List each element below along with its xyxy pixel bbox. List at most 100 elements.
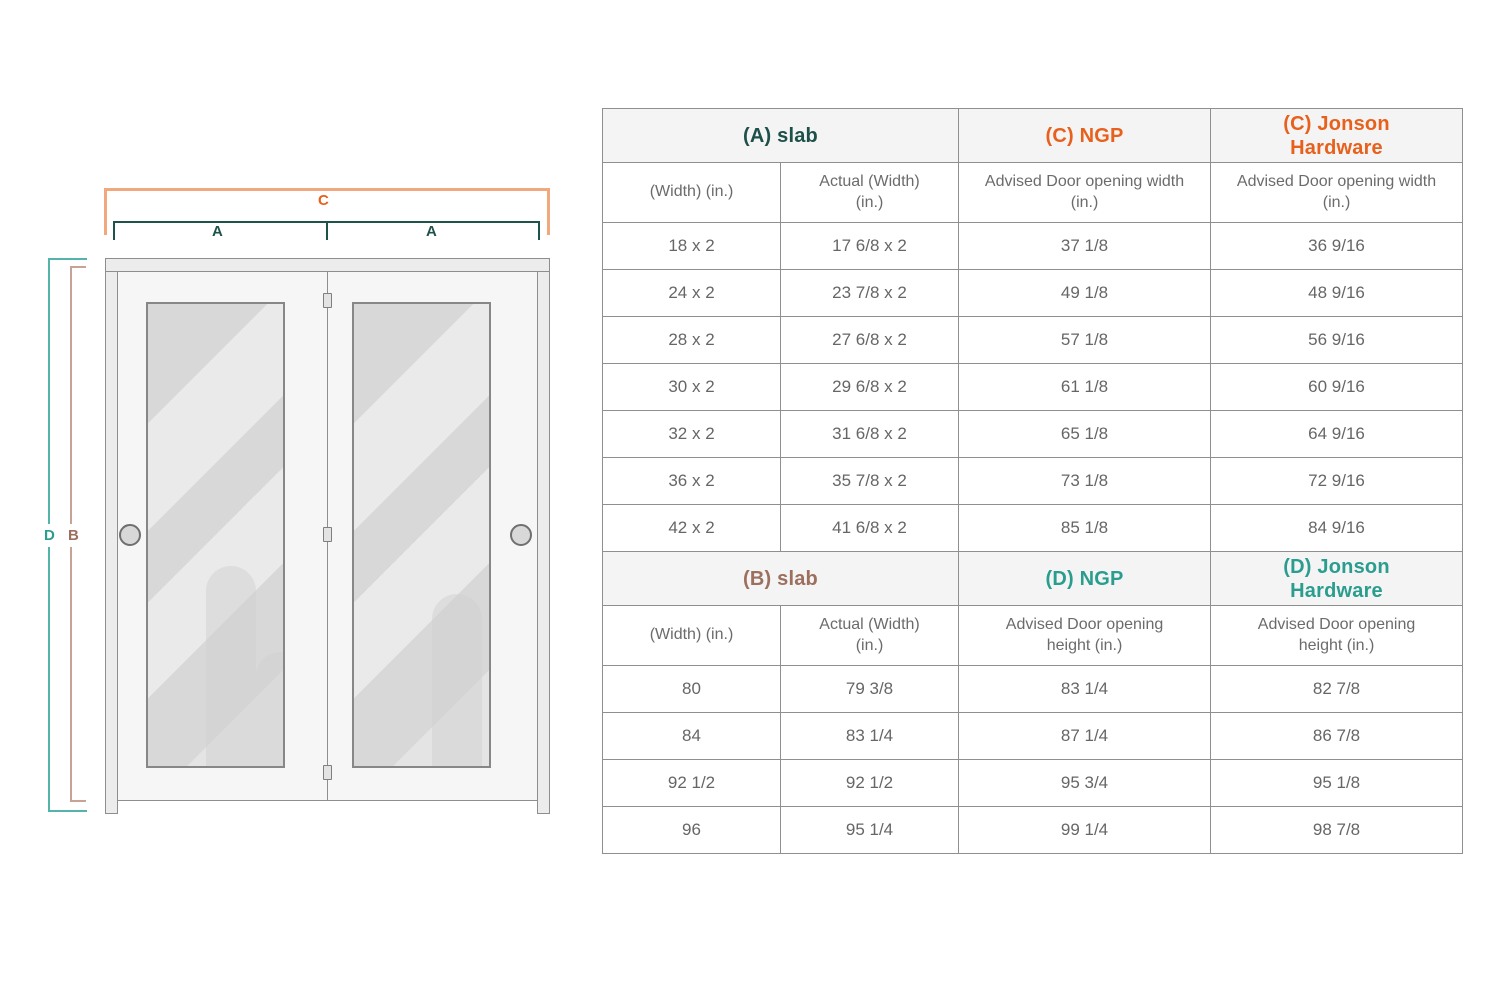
dimension-c-bracket-line bbox=[104, 188, 550, 191]
column-header-cell: (Width) (in.) bbox=[602, 162, 781, 223]
table-row: 80 79 3/8 83 1/4 82 7/8 bbox=[602, 665, 1464, 713]
table-cell: 49 1/8 bbox=[958, 269, 1212, 317]
table-cell: 87 1/4 bbox=[958, 712, 1212, 760]
table-row: 28 x 2 27 6/8 x 2 57 1/8 56 9/16 bbox=[602, 316, 1464, 364]
table-cell: 79 3/8 bbox=[779, 665, 960, 713]
column-header-cell: Actual (Width) (in.) bbox=[779, 605, 960, 666]
table-cell: 96 bbox=[602, 806, 781, 854]
table-cell: 30 x 2 bbox=[602, 363, 781, 411]
size-table-body: (A) slab (C) NGP (C) Jonson Hardware (Width… bbox=[601, 108, 1464, 854]
table-cell: 57 1/8 bbox=[958, 316, 1212, 364]
column-header-cell: (Width) (in.) bbox=[602, 605, 781, 666]
table-cell: 35 7/8 x 2 bbox=[779, 457, 960, 505]
table-row: 42 x 2 41 6/8 x 2 85 1/8 84 9/16 bbox=[602, 504, 1464, 552]
table-cell: 42 x 2 bbox=[602, 504, 781, 552]
glass-reflection-arch bbox=[206, 566, 256, 766]
section-header-cell: (A) slab bbox=[601, 108, 960, 163]
dimension-d-bracket-tick-top bbox=[48, 258, 87, 260]
table-cell: 56 9/16 bbox=[1210, 316, 1464, 364]
column-header-cell: Advised Door opening height (in.) bbox=[958, 605, 1212, 666]
table-cell: 82 7/8 bbox=[1210, 665, 1464, 713]
dimension-label-b: B bbox=[66, 524, 81, 547]
dimension-c-bracket-tick-right bbox=[547, 188, 550, 235]
column-header-row: (Width) (in.) Actual (Width) (in.) Advised… bbox=[602, 162, 1464, 223]
table-cell: 41 6/8 x 2 bbox=[779, 504, 960, 552]
column-header-cell: Actual (Width) (in.) bbox=[779, 162, 960, 223]
section-header-cell: (C) NGP bbox=[958, 108, 1212, 163]
table-cell: 86 7/8 bbox=[1210, 712, 1464, 760]
glass-reflection-arch bbox=[432, 594, 482, 766]
table-cell: 99 1/4 bbox=[958, 806, 1212, 854]
table-cell: 65 1/8 bbox=[958, 410, 1212, 458]
column-header-cell: Advised Door opening width (in.) bbox=[958, 162, 1212, 223]
table-cell: 60 9/16 bbox=[1210, 363, 1464, 411]
table-cell: 73 1/8 bbox=[958, 457, 1212, 505]
table-cell: 92 1/2 bbox=[602, 759, 781, 807]
table-cell: 29 6/8 x 2 bbox=[779, 363, 960, 411]
table-row: 84 83 1/4 87 1/4 86 7/8 bbox=[602, 712, 1464, 760]
table-row: 24 x 2 23 7/8 x 2 49 1/8 48 9/16 bbox=[602, 269, 1464, 317]
dimension-d-bracket-tick-bottom bbox=[48, 810, 87, 812]
left-door-glass-panel bbox=[146, 302, 285, 768]
dimension-a-bracket-tick-right bbox=[538, 221, 540, 240]
dimension-label-a-left: A bbox=[212, 223, 223, 240]
table-cell: 72 9/16 bbox=[1210, 457, 1464, 505]
table-cell: 31 6/8 x 2 bbox=[779, 410, 960, 458]
table-row: 92 1/2 92 1/2 95 3/4 95 1/8 bbox=[602, 759, 1464, 807]
table-cell: 98 7/8 bbox=[1210, 806, 1464, 854]
column-header-row: (Width) (in.) Actual (Width) (in.) Advised… bbox=[602, 605, 1464, 666]
column-header-cell: Advised Door opening width (in.) bbox=[1210, 162, 1464, 223]
table-cell: 95 1/4 bbox=[779, 806, 960, 854]
door-diagram: C A A D B bbox=[0, 0, 600, 1001]
hinge-icon bbox=[323, 765, 332, 780]
table-cell: 24 x 2 bbox=[602, 269, 781, 317]
table-row: 36 x 2 35 7/8 x 2 73 1/8 72 9/16 bbox=[602, 457, 1464, 505]
table-cell: 17 6/8 x 2 bbox=[779, 222, 960, 270]
section-header-cell: (D) Jonson Hardware bbox=[1210, 551, 1464, 606]
dimension-label-c: C bbox=[318, 192, 329, 209]
table-cell: 27 6/8 x 2 bbox=[779, 316, 960, 364]
section-header-cell: (C) Jonson Hardware bbox=[1210, 108, 1464, 163]
door-frame-right bbox=[537, 258, 550, 814]
dimension-label-a-right: A bbox=[426, 223, 437, 240]
table-cell: 36 x 2 bbox=[602, 457, 781, 505]
dimension-a-bracket-tick-middle bbox=[326, 221, 328, 240]
table-cell: 36 9/16 bbox=[1210, 222, 1464, 270]
dimension-b-bracket-tick-top bbox=[70, 266, 86, 268]
glass-reflection-arch bbox=[256, 652, 283, 766]
hinge-icon bbox=[323, 527, 332, 542]
dimension-b-bracket-tick-bottom bbox=[70, 800, 86, 802]
table-cell: 84 9/16 bbox=[1210, 504, 1464, 552]
table-cell: 83 1/4 bbox=[779, 712, 960, 760]
right-door-glass-panel bbox=[352, 302, 491, 768]
table-cell: 92 1/2 bbox=[779, 759, 960, 807]
table-cell: 23 7/8 x 2 bbox=[779, 269, 960, 317]
dimension-a-bracket-tick-left bbox=[113, 221, 115, 240]
left-door-knob bbox=[119, 524, 141, 546]
table-cell: 61 1/8 bbox=[958, 363, 1212, 411]
section-header-cell: (B) slab bbox=[601, 551, 960, 606]
door-frame-top bbox=[105, 258, 550, 272]
size-table: (A) slab (C) NGP (C) Jonson Hardware (Width… bbox=[601, 108, 1464, 854]
table-row: 96 95 1/4 99 1/4 98 7/8 bbox=[602, 806, 1464, 854]
dimension-c-bracket-tick-left bbox=[104, 188, 107, 235]
section-header-row: (B) slab (D) NGP (D) Jonson Hardware bbox=[601, 551, 1464, 606]
hinge-icon bbox=[323, 293, 332, 308]
table-cell: 64 9/16 bbox=[1210, 410, 1464, 458]
section-header-row: (A) slab (C) NGP (C) Jonson Hardware bbox=[601, 108, 1464, 163]
table-row: 30 x 2 29 6/8 x 2 61 1/8 60 9/16 bbox=[602, 363, 1464, 411]
table-row: 18 x 2 17 6/8 x 2 37 1/8 36 9/16 bbox=[602, 222, 1464, 270]
table-cell: 80 bbox=[602, 665, 781, 713]
table-cell: 28 x 2 bbox=[602, 316, 781, 364]
table-cell: 18 x 2 bbox=[602, 222, 781, 270]
section-header-cell: (D) NGP bbox=[958, 551, 1212, 606]
dimension-label-d: D bbox=[42, 524, 57, 547]
table-cell: 32 x 2 bbox=[602, 410, 781, 458]
column-header-cell: Advised Door opening height (in.) bbox=[1210, 605, 1464, 666]
table-cell: 48 9/16 bbox=[1210, 269, 1464, 317]
right-door-knob bbox=[510, 524, 532, 546]
table-row: 32 x 2 31 6/8 x 2 65 1/8 64 9/16 bbox=[602, 410, 1464, 458]
table-cell: 84 bbox=[602, 712, 781, 760]
table-cell: 95 3/4 bbox=[958, 759, 1212, 807]
